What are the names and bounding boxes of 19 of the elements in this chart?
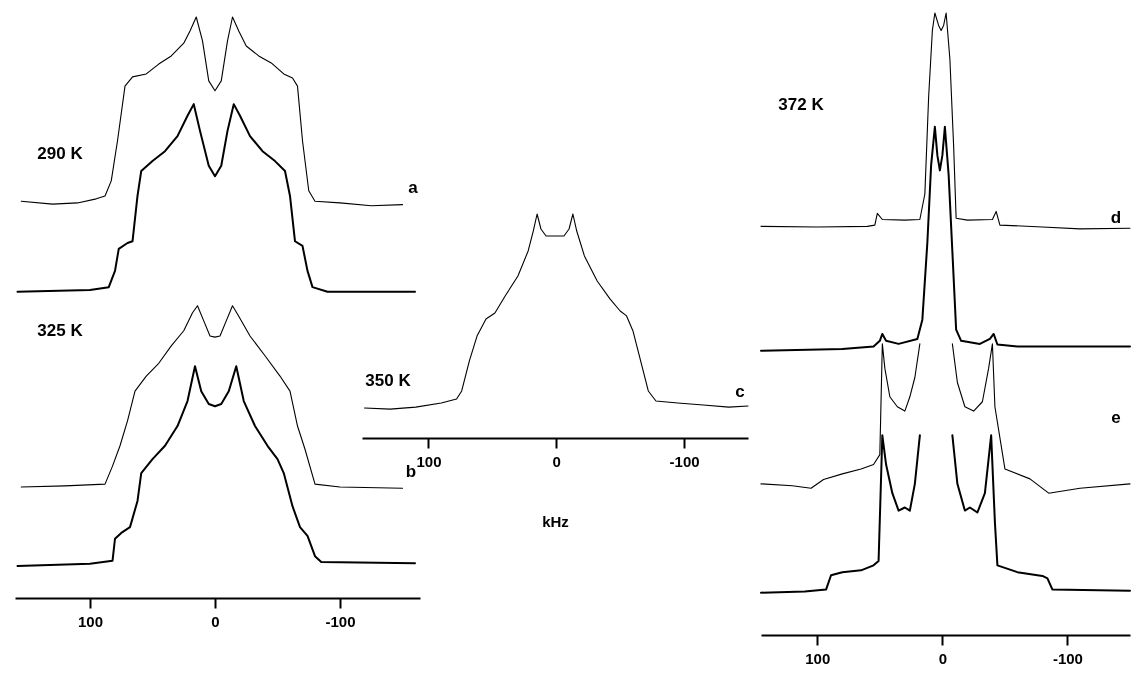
annotation: 290 K (37, 144, 84, 163)
x-tick-label: -100 (1052, 649, 1083, 667)
x-tick-label: 0 (552, 452, 561, 470)
annotation: 325 K (37, 321, 84, 340)
x-tick-label: -100 (325, 612, 356, 630)
annotation: e (1111, 408, 1121, 427)
x-tick-label: 100 (77, 612, 104, 630)
x-tick-label: 0 (938, 649, 948, 667)
annotation: a (408, 178, 419, 197)
x-tick-label: -100 (669, 452, 700, 470)
annotation: c (735, 382, 745, 401)
annotation: 372 K (778, 95, 825, 114)
x-tick-label: 100 (416, 452, 442, 470)
annotation: d (1110, 208, 1122, 227)
x-axis-title: kHz (542, 512, 569, 530)
x-tick-label: 100 (805, 649, 831, 667)
annotation: 350 K (365, 371, 412, 390)
x-tick-label: 0 (211, 612, 220, 630)
annotation: b (405, 462, 417, 481)
